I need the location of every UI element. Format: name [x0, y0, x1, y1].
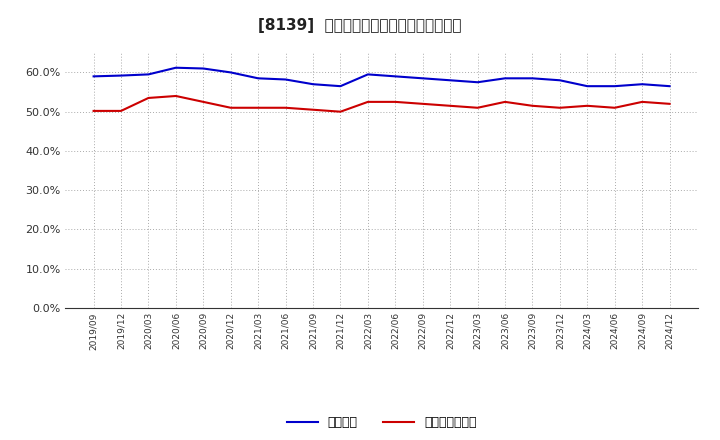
- 固定比率: [418, 76, 427, 81]
- 固定長期適合率: [500, 99, 509, 105]
- 固定長期適合率: [391, 99, 400, 105]
- 固定比率: [528, 76, 537, 81]
- 固定比率: [144, 72, 153, 77]
- 固定長期適合率: [144, 95, 153, 101]
- 固定比率: [665, 84, 674, 89]
- 固定比率: [556, 77, 564, 83]
- 固定比率: [309, 81, 318, 87]
- 固定長期適合率: [226, 105, 235, 110]
- 固定比率: [583, 84, 592, 89]
- 固定長期適合率: [171, 93, 180, 99]
- 固定長期適合率: [336, 109, 345, 114]
- 固定長期適合率: [473, 105, 482, 110]
- 固定比率: [254, 76, 263, 81]
- Line: 固定長期適合率: 固定長期適合率: [94, 96, 670, 112]
- 固定比率: [364, 72, 372, 77]
- 固定長期適合率: [583, 103, 592, 108]
- 固定長期適合率: [665, 101, 674, 106]
- 固定長期適合率: [89, 108, 98, 114]
- 固定長期適合率: [199, 99, 207, 105]
- 固定比率: [199, 66, 207, 71]
- 固定長期適合率: [446, 103, 454, 108]
- 固定長期適合率: [117, 108, 125, 114]
- 固定比率: [500, 76, 509, 81]
- 固定比率: [282, 77, 290, 82]
- 固定比率: [336, 84, 345, 89]
- 固定長期適合率: [556, 105, 564, 110]
- 固定長期適合率: [309, 107, 318, 112]
- 固定比率: [473, 80, 482, 85]
- 固定比率: [226, 70, 235, 75]
- 固定長期適合率: [364, 99, 372, 105]
- 固定比率: [89, 74, 98, 79]
- 固定比率: [391, 74, 400, 79]
- Legend: 固定比率, 固定長期適合率: 固定比率, 固定長期適合率: [282, 411, 482, 434]
- Line: 固定比率: 固定比率: [94, 68, 670, 86]
- 固定比率: [117, 73, 125, 78]
- 固定長期適合率: [638, 99, 647, 105]
- 固定長期適合率: [528, 103, 537, 108]
- 固定比率: [638, 81, 647, 87]
- 固定比率: [446, 77, 454, 83]
- Text: [8139]  固定比率、固定長期適合率の推移: [8139] 固定比率、固定長期適合率の推移: [258, 18, 462, 33]
- 固定比率: [611, 84, 619, 89]
- 固定長期適合率: [418, 101, 427, 106]
- 固定長期適合率: [254, 105, 263, 110]
- 固定長期適合率: [611, 105, 619, 110]
- 固定比率: [171, 65, 180, 70]
- 固定長期適合率: [282, 105, 290, 110]
